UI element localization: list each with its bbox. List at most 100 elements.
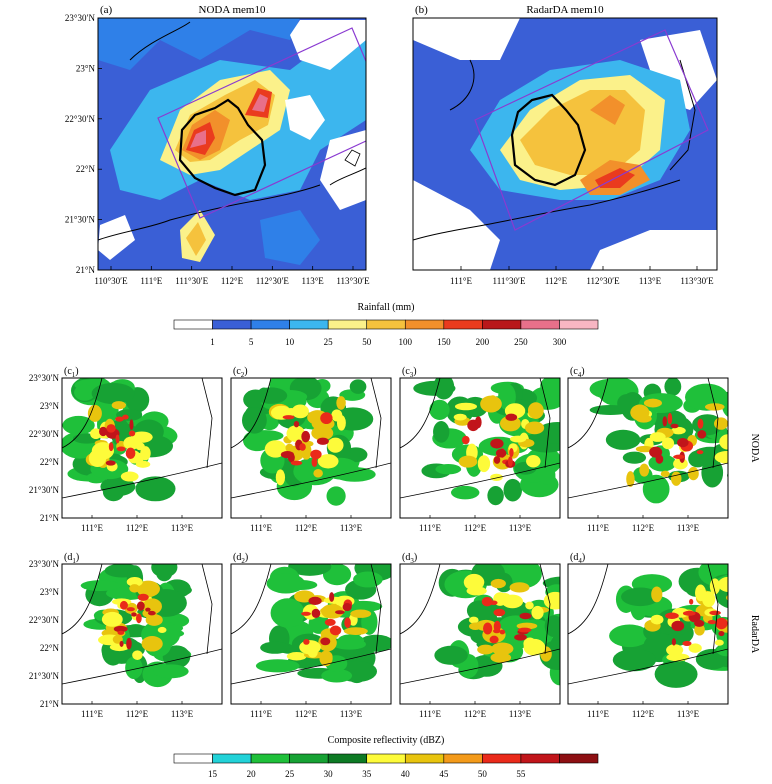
colorbar-tick-label: 1 [210, 337, 215, 347]
y-tick-label: 21°N [76, 265, 96, 275]
x-tick-label: 113°E [639, 276, 662, 286]
x-tick-label: 112°E [545, 276, 568, 286]
x-tick-label: 112°E [221, 276, 244, 286]
panel-a-title: NODA mem10 [199, 4, 266, 16]
y-tick-label: 22°30′N [29, 429, 60, 439]
panel-b: (b) RadarDA mem10 [412, 4, 718, 271]
x-tick-label: 111°E [450, 276, 472, 286]
colorbar-tick-label: 25 [324, 337, 334, 347]
colorbar-tick-label: 5 [249, 337, 254, 347]
colorbar-swatch [520, 319, 560, 330]
colorbar-tick-label: 150 [437, 337, 451, 347]
colorbar-tick-label: 300 [553, 337, 567, 347]
reflectivity-panel-d3: (d3) 111°E 112°E 113°E [399, 552, 561, 719]
panel-a-label: (a) [100, 4, 113, 16]
colorbar-swatch [404, 319, 445, 330]
x-tick-label: 113°E [340, 523, 363, 533]
y-tick-label: 23°30′N [65, 13, 96, 23]
colorbar-tick-label: 50 [478, 769, 488, 779]
colorbar-tick-label: 45 [439, 769, 449, 779]
colorbar-swatch [327, 753, 368, 764]
colorbar-swatch [250, 319, 290, 330]
x-tick-label: 111°E [81, 523, 103, 533]
panel-label: (d3) [402, 552, 417, 565]
reflectivity-panel-d2: (d2) 111°E 112°E 113°E [230, 552, 392, 719]
panel-label: (d1) [64, 552, 79, 565]
panel-b-label: (b) [415, 4, 428, 16]
y-tick-label: 21°30′N [29, 485, 60, 495]
colorbar-swatch [327, 319, 368, 330]
reflectivity-colorbar: Composite reflectivity (dBZ) 15 20 25 30 35 4… [173, 735, 599, 779]
x-tick-label: 112°E [126, 523, 149, 533]
y-tick-label: 23°30′N [29, 373, 60, 383]
colorbar-swatch [482, 753, 522, 764]
x-tick-label: 113°E [677, 523, 700, 533]
colorbar-tick-label: 35 [362, 769, 372, 779]
y-tick-label: 22°30′N [29, 615, 60, 625]
y-tick-label: 22°N [40, 457, 60, 467]
x-tick-label: 111°E [419, 523, 441, 533]
panel-b-title: RadarDA mem10 [526, 4, 604, 16]
reflectivity-panel-c4: (c4) 111°E 112°E 113°E [567, 366, 729, 533]
x-tick-label: 112°E [464, 709, 487, 719]
x-tick-label: 112°E [632, 523, 655, 533]
reflectivity-colorbar-title: Composite reflectivity (dBZ) [328, 735, 445, 746]
panel-label: (c4) [570, 366, 585, 379]
reflectivity-panel-c2: (c2) 111°E 112°E 113°E [230, 366, 392, 533]
colorbar-tick-label: 40 [401, 769, 411, 779]
rainfall-colorbar: Rainfall (mm) 1 5 10 25 50 100 150 200 250 300 [173, 302, 599, 347]
x-tick-label: 113°E [509, 709, 532, 719]
panel-a-x-axis: 110°30′E 111°E 111°30′E 112°E 112°30′E 113°E 1… [94, 266, 370, 286]
colorbar-swatch [212, 319, 252, 330]
colorbar-swatch [250, 753, 290, 764]
colorbar-swatch [173, 319, 213, 330]
panel-label: (d4) [570, 552, 585, 565]
x-tick-label: 111°E [250, 523, 272, 533]
x-tick-label: 112°E [295, 709, 318, 719]
x-tick-label: 113°E [340, 709, 363, 719]
panel-a-y-axis: 23°30′N 23°N 22°30′N 22°N 21°30′N 21°N [65, 13, 102, 275]
x-tick-label: 111°E [250, 709, 272, 719]
y-tick-label: 23°N [76, 63, 96, 73]
colorbar-swatch [289, 753, 329, 764]
panel-label: (c3) [402, 366, 417, 379]
colorbar-tick-label: 50 [362, 337, 372, 347]
colorbar-tick-label: 55 [516, 769, 526, 779]
colorbar-swatch [289, 319, 329, 330]
x-tick-label: 113°E [509, 523, 532, 533]
x-tick-label: 112°30′E [586, 276, 620, 286]
colorbar-swatch [482, 319, 522, 330]
colorbar-tick-label: 25 [285, 769, 295, 779]
y-tick-label: 21°30′N [65, 215, 96, 225]
x-tick-label: 112°E [126, 709, 149, 719]
reflectivity-panel-d4: (d4) 111°E 112°E 113°E [567, 552, 729, 719]
colorbar-tick-label: 15 [208, 769, 218, 779]
colorbar-swatch [443, 319, 483, 330]
colorbar-tick-label: 30 [324, 769, 334, 779]
colorbar-swatch [404, 753, 445, 764]
y-tick-label: 22°N [40, 643, 60, 653]
x-tick-label: 113°30′E [336, 276, 370, 286]
x-tick-label: 112°E [295, 523, 318, 533]
colorbar-swatch [212, 753, 252, 764]
panel-b-x-axis: 111°E 111°30′E 112°E 112°30′E 113°E 113°30′E [450, 266, 714, 286]
colorbar-swatch [173, 753, 213, 764]
x-tick-label: 111°E [419, 709, 441, 719]
panel-a: (a) NODA mem10 [97, 4, 367, 271]
x-tick-label: 111°E [587, 709, 609, 719]
colorbar-tick-label: 200 [476, 337, 490, 347]
x-tick-label: 113°30′E [680, 276, 714, 286]
reflectivity-panel-grid: (c1) 111°E 112°E 113°E 23°30′N 23°N 22°30′N 22°… [29, 366, 760, 719]
row-label: RadarDA [749, 615, 760, 654]
colorbar-swatch [443, 753, 483, 764]
x-tick-label: 111°E [587, 523, 609, 533]
colorbar-swatch [520, 753, 560, 764]
x-tick-label: 111°30′E [175, 276, 208, 286]
reflectivity-panel-c1: (c1) 111°E 112°E 113°E 23°30′N 23°N 22°30′N 22°… [29, 366, 223, 533]
y-tick-label: 21°N [40, 699, 60, 709]
reflectivity-panel-d1: (d1) 111°E 112°E 113°E 23°30′N 23°N 22°30′N 22°… [29, 552, 223, 719]
x-tick-label: 111°E [81, 709, 103, 719]
panel-label: (d2) [233, 552, 248, 565]
x-tick-label: 111°E [140, 276, 162, 286]
x-tick-label: 111°30′E [493, 276, 526, 286]
